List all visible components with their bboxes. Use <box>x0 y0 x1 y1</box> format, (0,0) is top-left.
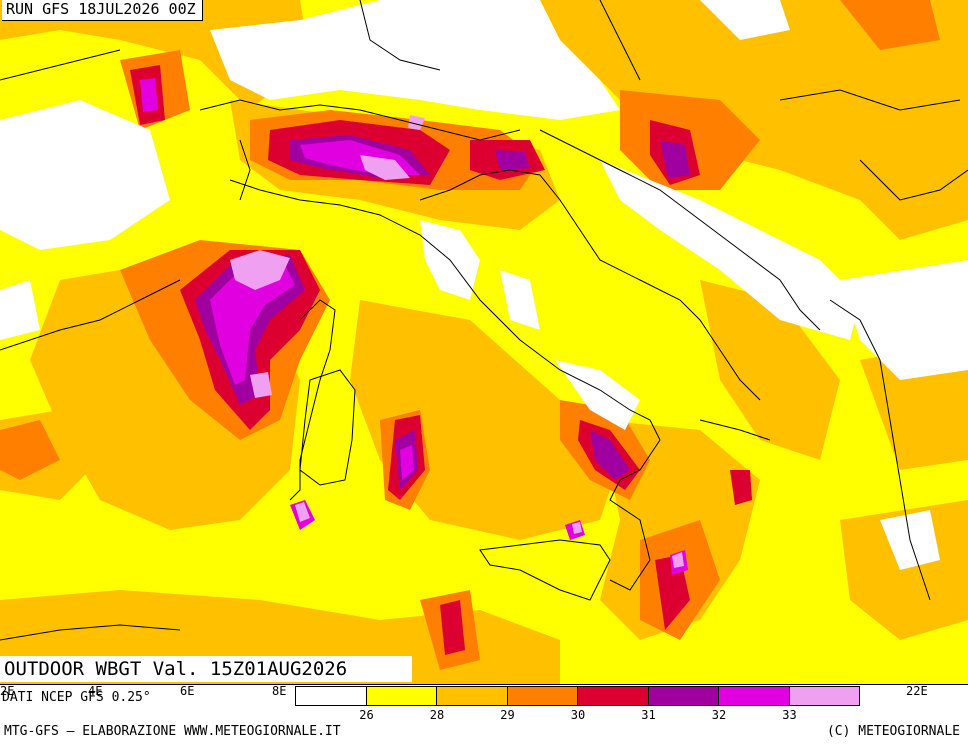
credits-right: (C) METEOGIORNALE <box>826 724 960 739</box>
map-title: OUTDOOR WBGT Val. 15Z01AUG2026 <box>0 656 412 682</box>
run-label: RUN GFS 18JUL2026 00Z <box>2 0 203 21</box>
legend-swatch <box>365 686 437 706</box>
lon-label-22e: 22E <box>906 684 928 698</box>
legend-swatch <box>436 686 508 706</box>
legend-swatch <box>295 686 367 706</box>
legend-threshold-label: 29 <box>500 708 515 722</box>
legend-threshold-label: 33 <box>782 708 797 722</box>
coastlines <box>0 0 968 641</box>
level-33-plus <box>230 115 684 568</box>
level-below-26 <box>0 0 968 570</box>
data-source-label: DATI NCEP GFS 0.25° <box>2 690 151 705</box>
legend-swatch <box>506 686 578 706</box>
legend-threshold-label: 30 <box>570 708 586 722</box>
legend-threshold-label: 28 <box>429 708 445 722</box>
legend-threshold-label: 32 <box>711 708 727 722</box>
lon-label-4e: 4E <box>88 684 103 698</box>
legend-swatch <box>577 686 649 706</box>
legend-threshold-label: 31 <box>641 708 656 722</box>
lon-label-6e: 6E <box>180 684 195 698</box>
color-legend <box>295 686 860 706</box>
legend-swatch <box>647 686 719 706</box>
legend-swatch <box>718 686 790 706</box>
legend-swatch <box>788 686 860 706</box>
wbgt-map <box>0 0 968 684</box>
credits-left: MTG-GFS – ELABORAZIONE WWW.METEOGIORNALE… <box>4 724 341 739</box>
legend-threshold-label: 26 <box>359 708 374 722</box>
lon-label-2e: 2E <box>0 684 15 698</box>
lon-label-8e: 8E <box>272 684 287 698</box>
